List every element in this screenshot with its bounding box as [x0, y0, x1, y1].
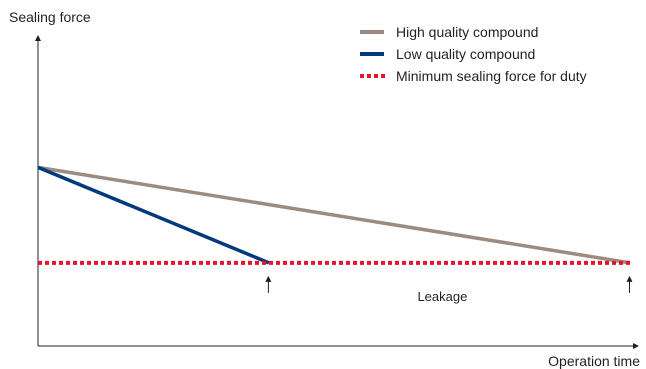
legend-item-high-quality: High quality compound — [360, 24, 538, 40]
legend-item-low-quality: Low quality compound — [360, 46, 535, 62]
legend-item-minimum-force: Minimum sealing force for duty — [360, 68, 587, 84]
legend: High quality compound Low quality compou… — [360, 24, 587, 84]
up-arrow-icon — [265, 275, 272, 293]
series-line-high-quality — [37, 165, 631, 265]
legend-label-minimum-force: Minimum sealing force for duty — [396, 68, 587, 84]
y-axis-label: Sealing force — [9, 9, 91, 25]
marker-layer — [265, 275, 633, 293]
up-arrow-icon — [626, 275, 633, 293]
legend-label-low-quality: Low quality compound — [396, 46, 535, 62]
x-axis-label: Operation time — [548, 353, 640, 369]
leakage-annotation: Leakage — [417, 289, 467, 304]
legend-label-high-quality: High quality compound — [396, 24, 538, 40]
series-line-low-quality — [37, 165, 270, 265]
series-layer — [37, 165, 631, 265]
